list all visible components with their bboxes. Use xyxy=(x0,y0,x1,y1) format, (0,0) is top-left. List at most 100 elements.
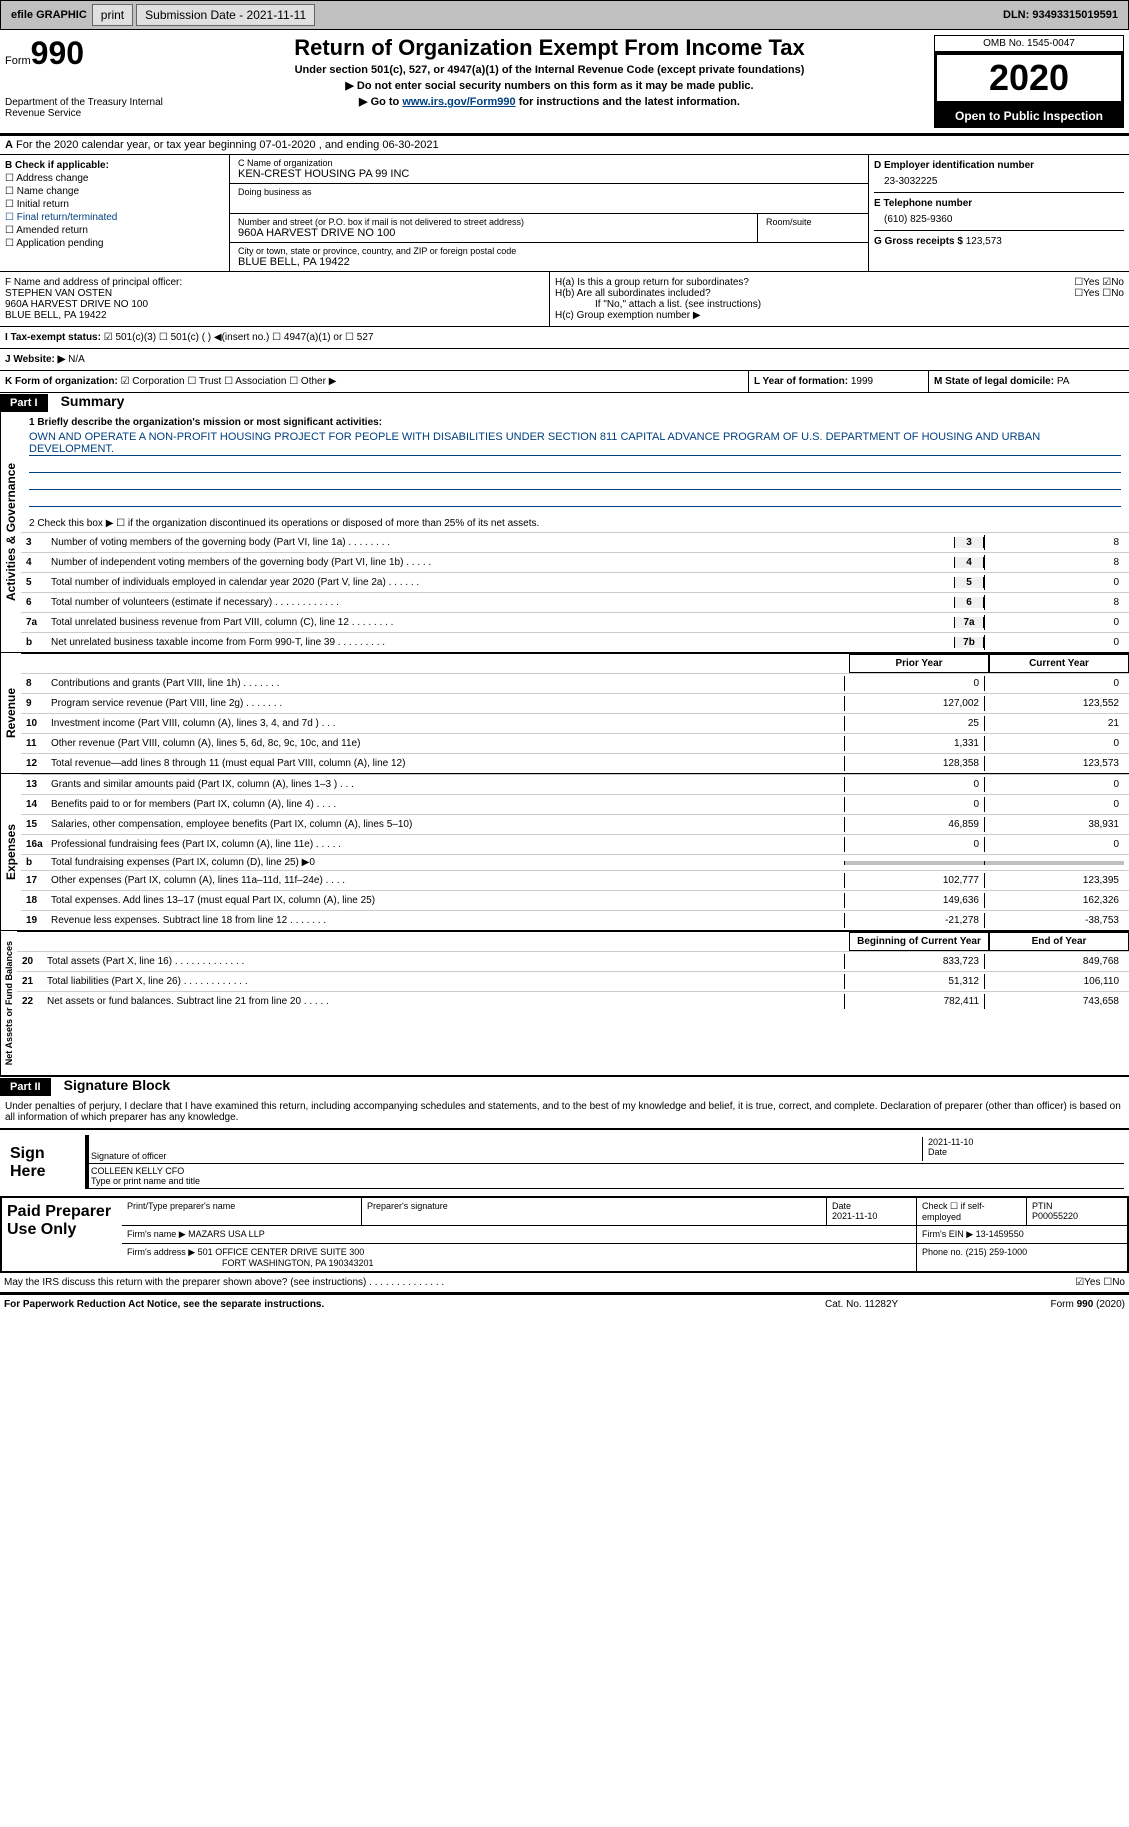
phone-label: E Telephone number xyxy=(874,192,1124,209)
period-bar: A For the 2020 calendar year, or tax yea… xyxy=(0,135,1129,154)
sig-officer-label: Signature of officer xyxy=(91,1151,922,1161)
form-note2: ▶ Go to www.irs.gov/Form990 for instruct… xyxy=(165,95,934,108)
topbar: efile GRAPHIC print Submission Date - 20… xyxy=(0,0,1129,30)
footer-right: Form 990 (2020) xyxy=(975,1299,1125,1310)
efile-label: efile GRAPHIC xyxy=(11,9,87,21)
hb-value[interactable]: ☐Yes ☐No xyxy=(1074,288,1124,299)
ein-label: D Employer identification number xyxy=(874,160,1124,171)
col-end: End of Year xyxy=(989,932,1129,951)
street-label: Number and street (or P.O. box if mail i… xyxy=(238,217,749,227)
city: BLUE BELL, PA 19422 xyxy=(238,256,860,268)
cb-pending[interactable]: ☐ Application pending xyxy=(5,238,224,249)
discuss-row: May the IRS discuss this return with the… xyxy=(0,1273,1129,1294)
ein-value: 23-3032225 xyxy=(874,171,1124,192)
row-9: 9Program service revenue (Part VIII, lin… xyxy=(21,693,1129,713)
footer: For Paperwork Reduction Act Notice, see … xyxy=(0,1294,1129,1314)
row-16a: 16aProfessional fundraising fees (Part I… xyxy=(21,834,1129,854)
street: 960A HARVEST DRIVE NO 100 xyxy=(238,227,749,239)
open-to-public: Open to Public Inspection xyxy=(934,104,1124,128)
cb-initial-return[interactable]: ☐ Initial return xyxy=(5,199,224,210)
self-employed[interactable]: Check ☐ if self-employed xyxy=(917,1198,1027,1225)
gov-row-4: 4Number of independent voting members of… xyxy=(21,552,1129,572)
hc-label: H(c) Group exemption number ▶ xyxy=(555,310,1124,321)
row-18: 18Total expenses. Add lines 13–17 (must … xyxy=(21,890,1129,910)
col-current: Current Year xyxy=(989,654,1129,673)
dln-label: DLN: 93493315019591 xyxy=(1003,9,1118,21)
gross-label: G Gross receipts $ xyxy=(874,236,963,247)
sig-date: 2021-11-10 xyxy=(928,1137,1122,1147)
q2-text: 2 Check this box ▶ ☐ if the organization… xyxy=(21,515,1129,532)
gov-row-5: 5Total number of individuals employed in… xyxy=(21,572,1129,592)
city-label: City or town, state or province, country… xyxy=(238,246,860,256)
omb-number: OMB No. 1545-0047 xyxy=(934,35,1124,52)
hb-label: H(b) Are all subordinates included? xyxy=(555,288,1074,299)
form-org-opts[interactable]: ☑ Corporation ☐ Trust ☐ Association ☐ Ot… xyxy=(121,376,337,387)
expenses-section: Expenses 13Grants and similar amounts pa… xyxy=(0,774,1129,931)
tax-year: 2020 xyxy=(934,52,1124,104)
cb-address-change[interactable]: ☐ Address change xyxy=(5,173,224,184)
form990-link[interactable]: www.irs.gov/Form990 xyxy=(402,96,515,108)
sig-date-label: Date xyxy=(928,1147,1122,1157)
gov-row-b: bNet unrelated business taxable income f… xyxy=(21,632,1129,652)
tax-status-row: I Tax-exempt status: ☑ 501(c)(3) ☐ 501(c… xyxy=(0,326,1129,348)
officer-label: F Name and address of principal officer: xyxy=(5,277,544,288)
revenue-section: Revenue Prior Year Current Year 8Contrib… xyxy=(0,653,1129,774)
sign-here-label: Sign Here xyxy=(5,1135,85,1191)
form-title: Return of Organization Exempt From Incom… xyxy=(165,35,934,61)
row-b: bTotal fundraising expenses (Part IX, co… xyxy=(21,854,1129,870)
footer-center: Cat. No. 11282Y xyxy=(825,1299,975,1310)
officer-addr1: 960A HARVEST DRIVE NO 100 xyxy=(5,299,544,310)
prep-date: 2021-11-10 xyxy=(832,1211,877,1221)
prep-sig-label: Preparer's signature xyxy=(362,1198,827,1225)
sign-here-section: Sign Here Signature of officer 2021-11-1… xyxy=(0,1128,1129,1196)
cb-name-change[interactable]: ☐ Name change xyxy=(5,186,224,197)
gross-value: 123,573 xyxy=(966,236,1002,247)
form-header: Form990 Department of the Treasury Inter… xyxy=(0,30,1129,135)
year-formation: 1999 xyxy=(851,376,873,387)
row-22: 22Net assets or fund balances. Subtract … xyxy=(17,991,1129,1011)
gov-row-7a: 7aTotal unrelated business revenue from … xyxy=(21,612,1129,632)
row-10: 10Investment income (Part VIII, column (… xyxy=(21,713,1129,733)
firm-ein: 13-1459550 xyxy=(976,1229,1024,1239)
sig-name-label: Type or print name and title xyxy=(91,1176,200,1186)
declaration-text: Under penalties of perjury, I declare th… xyxy=(0,1096,1129,1128)
firm-addr2: FORT WASHINGTON, PA 190343201 xyxy=(127,1258,374,1268)
officer-addr2: BLUE BELL, PA 19422 xyxy=(5,310,544,321)
discuss-value[interactable]: ☑Yes ☐No xyxy=(1075,1277,1125,1288)
ha-value[interactable]: ☐Yes ☑No xyxy=(1074,277,1124,288)
footer-left: For Paperwork Reduction Act Notice, see … xyxy=(4,1299,825,1310)
row-14: 14Benefits paid to or for members (Part … xyxy=(21,794,1129,814)
tax-status-opts[interactable]: ☑ 501(c)(3) ☐ 501(c) ( ) ◀(insert no.) ☐… xyxy=(104,332,374,343)
phone-value: (610) 825-9360 xyxy=(874,209,1124,230)
state-domicile: PA xyxy=(1057,376,1070,387)
org-name-label: C Name of organization xyxy=(238,158,860,168)
row-12: 12Total revenue—add lines 8 through 11 (… xyxy=(21,753,1129,773)
paid-label: Paid Preparer Use Only xyxy=(2,1198,122,1271)
row-17: 17Other expenses (Part IX, column (A), l… xyxy=(21,870,1129,890)
form-org-row: K Form of organization: ☑ Corporation ☐ … xyxy=(0,370,1129,392)
form-subtitle: Under section 501(c), 527, or 4947(a)(1)… xyxy=(165,64,934,76)
firm-addr: 501 OFFICE CENTER DRIVE SUITE 300 xyxy=(198,1247,365,1257)
part2-header: Part II Signature Block xyxy=(0,1076,1129,1096)
section-b-title: B Check if applicable: xyxy=(5,160,224,171)
website-row: J Website: ▶ N/A xyxy=(0,348,1129,370)
cb-amended[interactable]: ☐ Amended return xyxy=(5,225,224,236)
website-value: N/A xyxy=(68,354,85,365)
dept-label: Department of the Treasury Internal Reve… xyxy=(5,97,165,119)
revenue-label: Revenue xyxy=(0,653,21,773)
cb-final-return[interactable]: ☐ Final return/terminated xyxy=(5,212,224,223)
col-begin: Beginning of Current Year xyxy=(849,932,989,951)
paid-preparer-section: Paid Preparer Use Only Print/Type prepar… xyxy=(0,1196,1129,1273)
row-19: 19Revenue less expenses. Subtract line 1… xyxy=(21,910,1129,930)
dba-label: Doing business as xyxy=(238,187,860,197)
governance-label: Activities & Governance xyxy=(0,412,21,652)
hb-note: If "No," attach a list. (see instruction… xyxy=(555,299,1124,310)
row-21: 21Total liabilities (Part X, line 26) . … xyxy=(17,971,1129,991)
row-8: 8Contributions and grants (Part VIII, li… xyxy=(21,673,1129,693)
submission-date: Submission Date - 2021-11-11 xyxy=(136,4,315,26)
gov-row-3: 3Number of voting members of the governi… xyxy=(21,532,1129,552)
officer-row: F Name and address of principal officer:… xyxy=(0,271,1129,326)
print-button[interactable]: print xyxy=(92,4,133,26)
mission-text: OWN AND OPERATE A NON-PROFIT HOUSING PRO… xyxy=(29,431,1121,456)
gov-row-6: 6Total number of volunteers (estimate if… xyxy=(21,592,1129,612)
